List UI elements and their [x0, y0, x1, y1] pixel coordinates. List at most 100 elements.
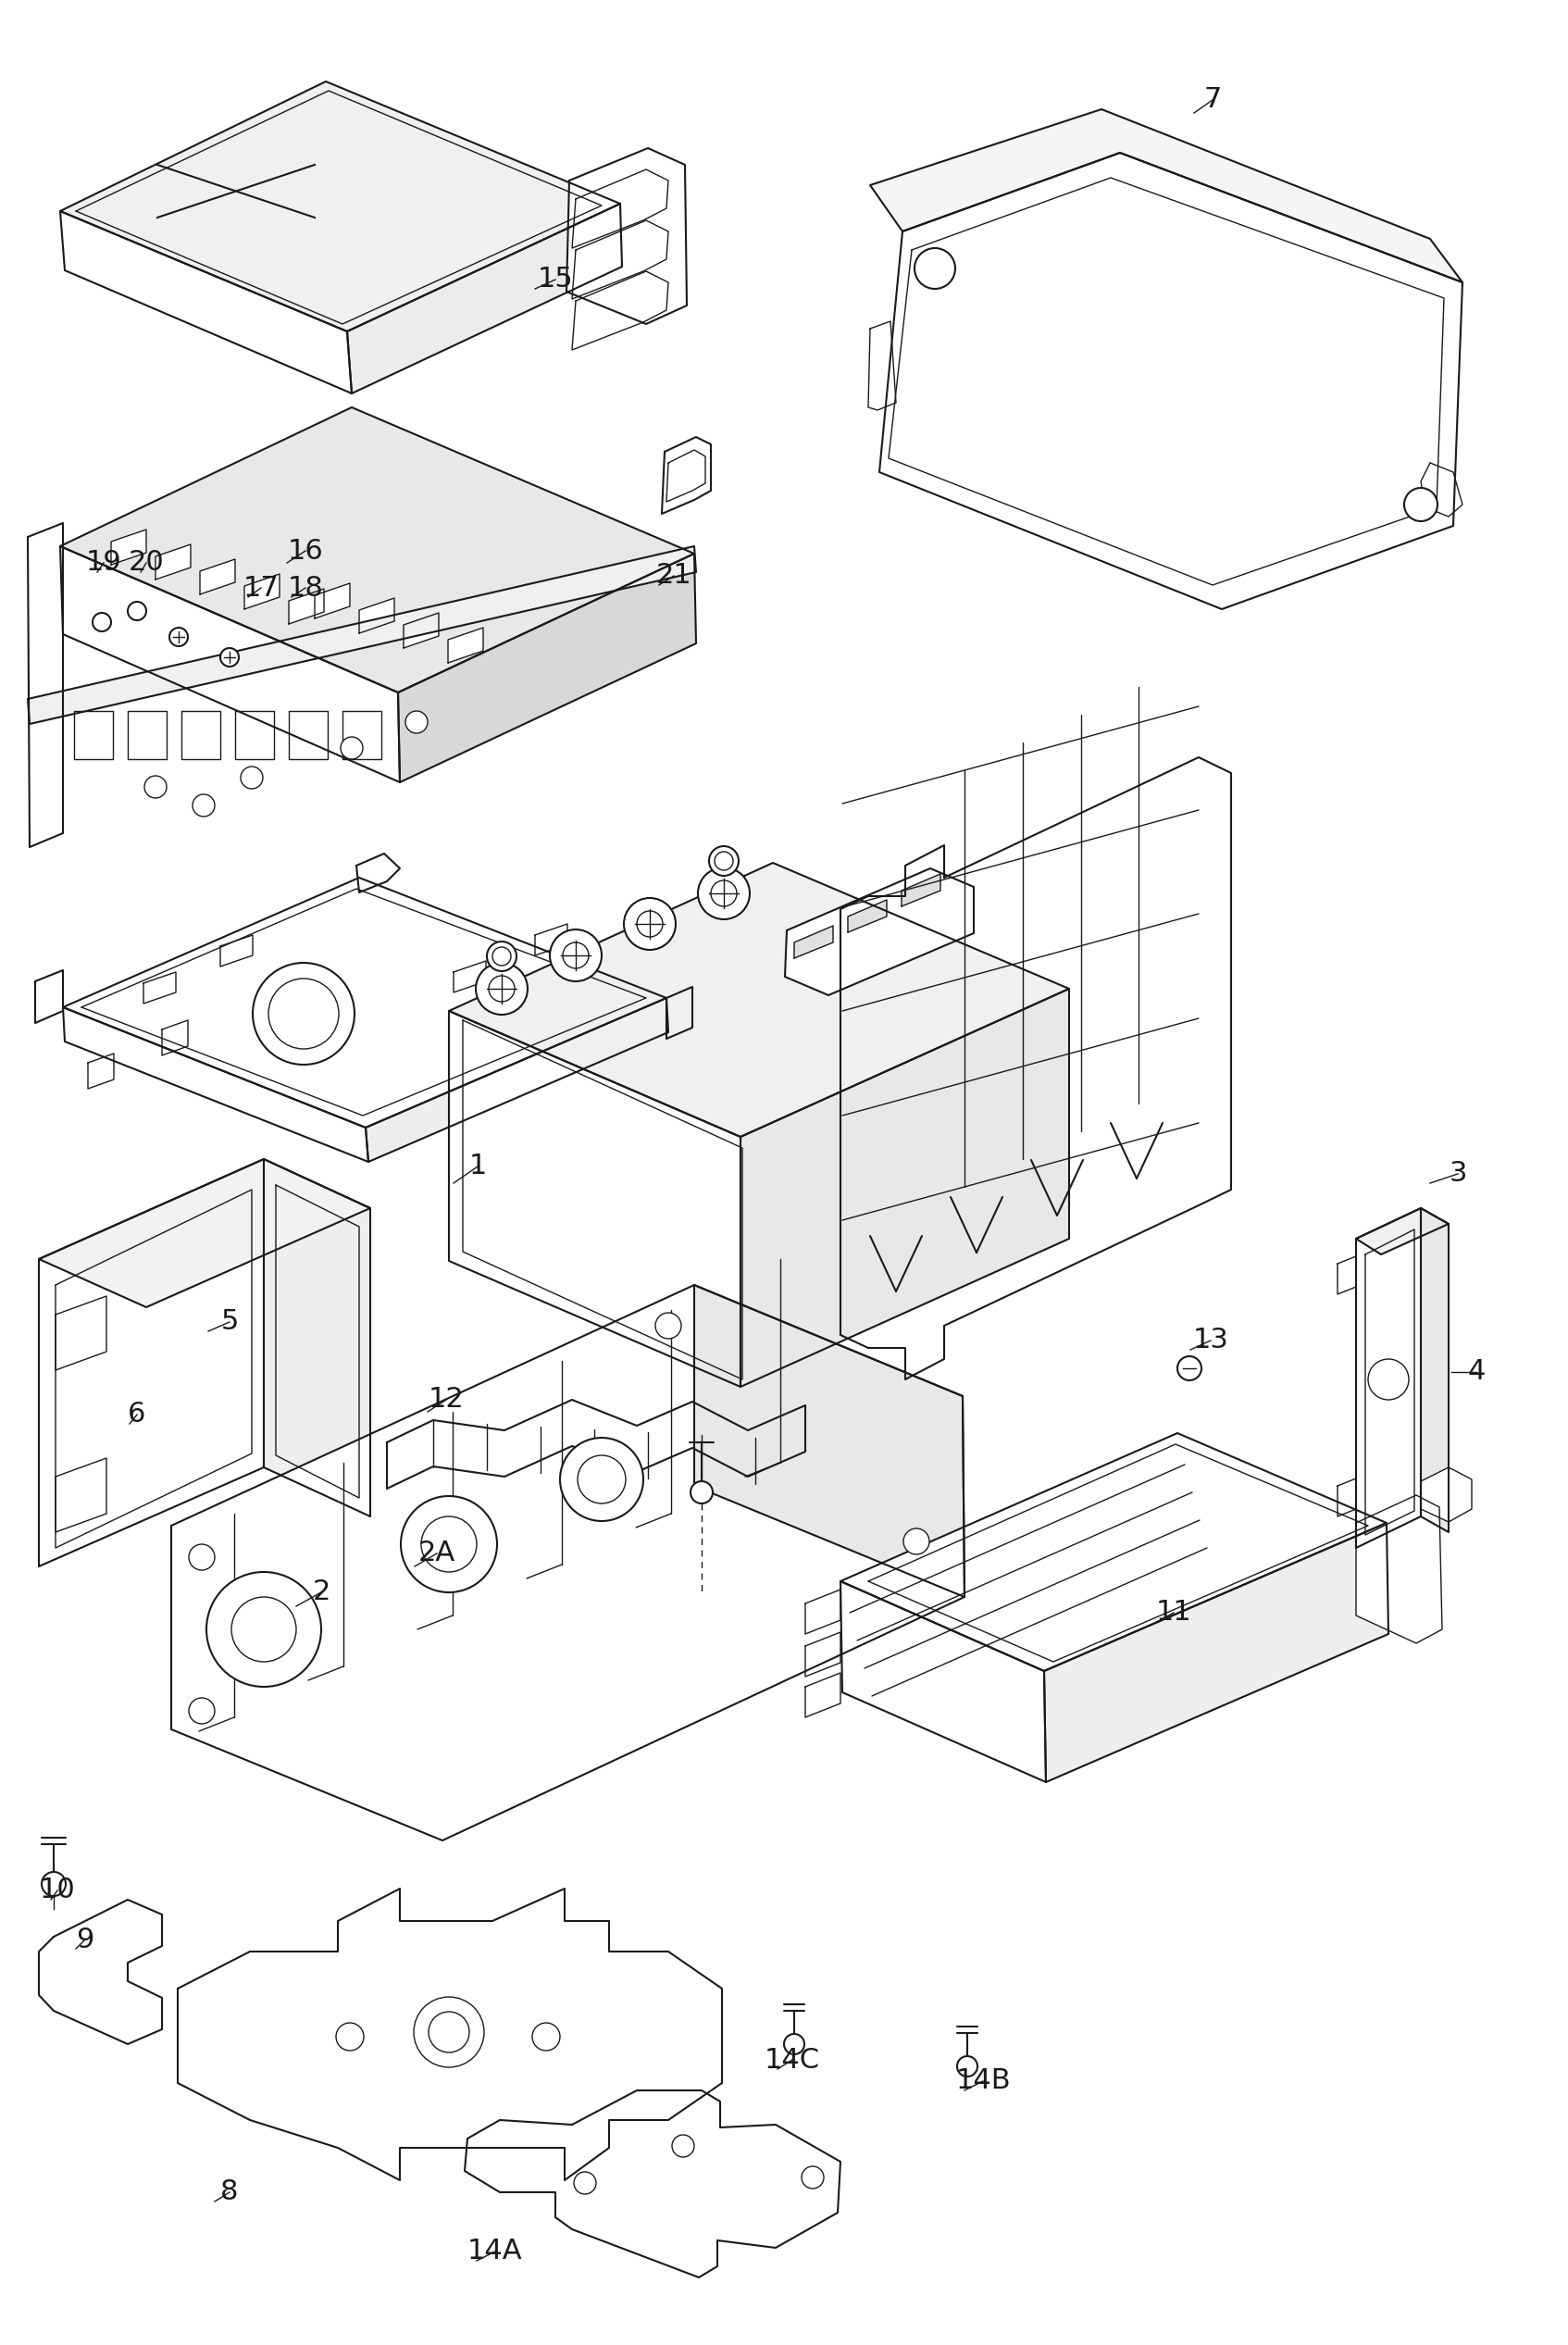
- Circle shape: [655, 1313, 681, 1339]
- Text: 7: 7: [1204, 87, 1221, 113]
- Polygon shape: [39, 1158, 263, 1566]
- Circle shape: [188, 1545, 215, 1571]
- Polygon shape: [1356, 1496, 1443, 1644]
- Circle shape: [784, 2033, 804, 2054]
- Circle shape: [414, 1998, 485, 2068]
- Polygon shape: [448, 628, 483, 664]
- Polygon shape: [182, 711, 220, 760]
- Polygon shape: [566, 148, 687, 324]
- Circle shape: [144, 776, 166, 797]
- Polygon shape: [365, 999, 668, 1161]
- Circle shape: [690, 1482, 713, 1503]
- Text: 21: 21: [655, 563, 691, 589]
- Text: 20: 20: [129, 549, 165, 577]
- Circle shape: [1405, 488, 1438, 521]
- Polygon shape: [740, 990, 1069, 1386]
- Polygon shape: [162, 1020, 188, 1055]
- Polygon shape: [111, 530, 146, 565]
- Circle shape: [624, 898, 676, 950]
- Polygon shape: [155, 544, 191, 579]
- Polygon shape: [840, 1433, 1386, 1672]
- Circle shape: [169, 628, 188, 647]
- Circle shape: [401, 1496, 497, 1592]
- Polygon shape: [39, 1158, 370, 1306]
- Polygon shape: [289, 711, 328, 760]
- Polygon shape: [403, 612, 439, 647]
- Text: 19: 19: [86, 549, 122, 577]
- Text: 14A: 14A: [467, 2237, 522, 2265]
- Polygon shape: [39, 1899, 162, 2045]
- Polygon shape: [289, 589, 325, 624]
- Polygon shape: [1338, 1257, 1356, 1294]
- Polygon shape: [60, 82, 621, 331]
- Circle shape: [207, 1571, 321, 1686]
- Text: 10: 10: [39, 1876, 75, 1904]
- Polygon shape: [1421, 1468, 1472, 1522]
- Polygon shape: [235, 711, 274, 760]
- Text: 1: 1: [469, 1154, 486, 1180]
- Circle shape: [903, 1529, 930, 1555]
- Polygon shape: [63, 1008, 368, 1161]
- Text: 13: 13: [1193, 1327, 1229, 1353]
- Circle shape: [673, 2134, 695, 2157]
- Text: 14C: 14C: [765, 2047, 820, 2073]
- Polygon shape: [220, 936, 252, 966]
- Circle shape: [1178, 1355, 1201, 1381]
- Polygon shape: [869, 321, 895, 410]
- Polygon shape: [34, 971, 63, 1022]
- Circle shape: [340, 736, 362, 760]
- Polygon shape: [1421, 462, 1463, 516]
- Circle shape: [475, 964, 527, 1015]
- Circle shape: [240, 767, 263, 788]
- Circle shape: [232, 1597, 296, 1663]
- Circle shape: [193, 795, 215, 816]
- Polygon shape: [55, 1459, 107, 1531]
- Polygon shape: [127, 711, 166, 760]
- Polygon shape: [60, 546, 400, 783]
- Polygon shape: [453, 961, 486, 992]
- Polygon shape: [55, 1297, 107, 1369]
- Text: 15: 15: [538, 267, 574, 293]
- Polygon shape: [315, 584, 350, 619]
- Circle shape: [488, 943, 516, 971]
- Polygon shape: [171, 1285, 964, 1841]
- Polygon shape: [342, 711, 381, 760]
- Polygon shape: [398, 553, 696, 783]
- Text: 16: 16: [287, 537, 323, 565]
- Polygon shape: [1356, 1208, 1421, 1548]
- Polygon shape: [28, 523, 63, 847]
- Circle shape: [406, 711, 428, 734]
- Text: 8: 8: [221, 2179, 238, 2207]
- Polygon shape: [28, 546, 696, 725]
- Text: 9: 9: [77, 1925, 94, 1953]
- Circle shape: [574, 2171, 596, 2195]
- Polygon shape: [356, 854, 400, 893]
- Polygon shape: [88, 1053, 114, 1088]
- Circle shape: [532, 2024, 560, 2050]
- Polygon shape: [695, 1285, 964, 1597]
- Polygon shape: [387, 1400, 806, 1489]
- Polygon shape: [840, 757, 1231, 1379]
- Polygon shape: [806, 1672, 840, 1717]
- Polygon shape: [60, 408, 695, 692]
- Polygon shape: [359, 598, 394, 633]
- Polygon shape: [60, 211, 351, 394]
- Polygon shape: [848, 900, 887, 933]
- Polygon shape: [74, 711, 113, 760]
- Circle shape: [560, 1437, 643, 1522]
- Polygon shape: [806, 1632, 840, 1677]
- Polygon shape: [464, 2089, 840, 2277]
- Polygon shape: [662, 436, 710, 514]
- Polygon shape: [1044, 1522, 1388, 1782]
- Text: 12: 12: [428, 1386, 464, 1414]
- Circle shape: [220, 647, 238, 666]
- Polygon shape: [448, 1011, 740, 1386]
- Polygon shape: [177, 1888, 721, 2181]
- Text: 4: 4: [1468, 1358, 1485, 1386]
- Polygon shape: [840, 1581, 1046, 1782]
- Text: 5: 5: [221, 1309, 238, 1334]
- Polygon shape: [63, 877, 666, 1128]
- Polygon shape: [1356, 1208, 1449, 1255]
- Circle shape: [550, 929, 602, 980]
- Text: 6: 6: [129, 1402, 146, 1428]
